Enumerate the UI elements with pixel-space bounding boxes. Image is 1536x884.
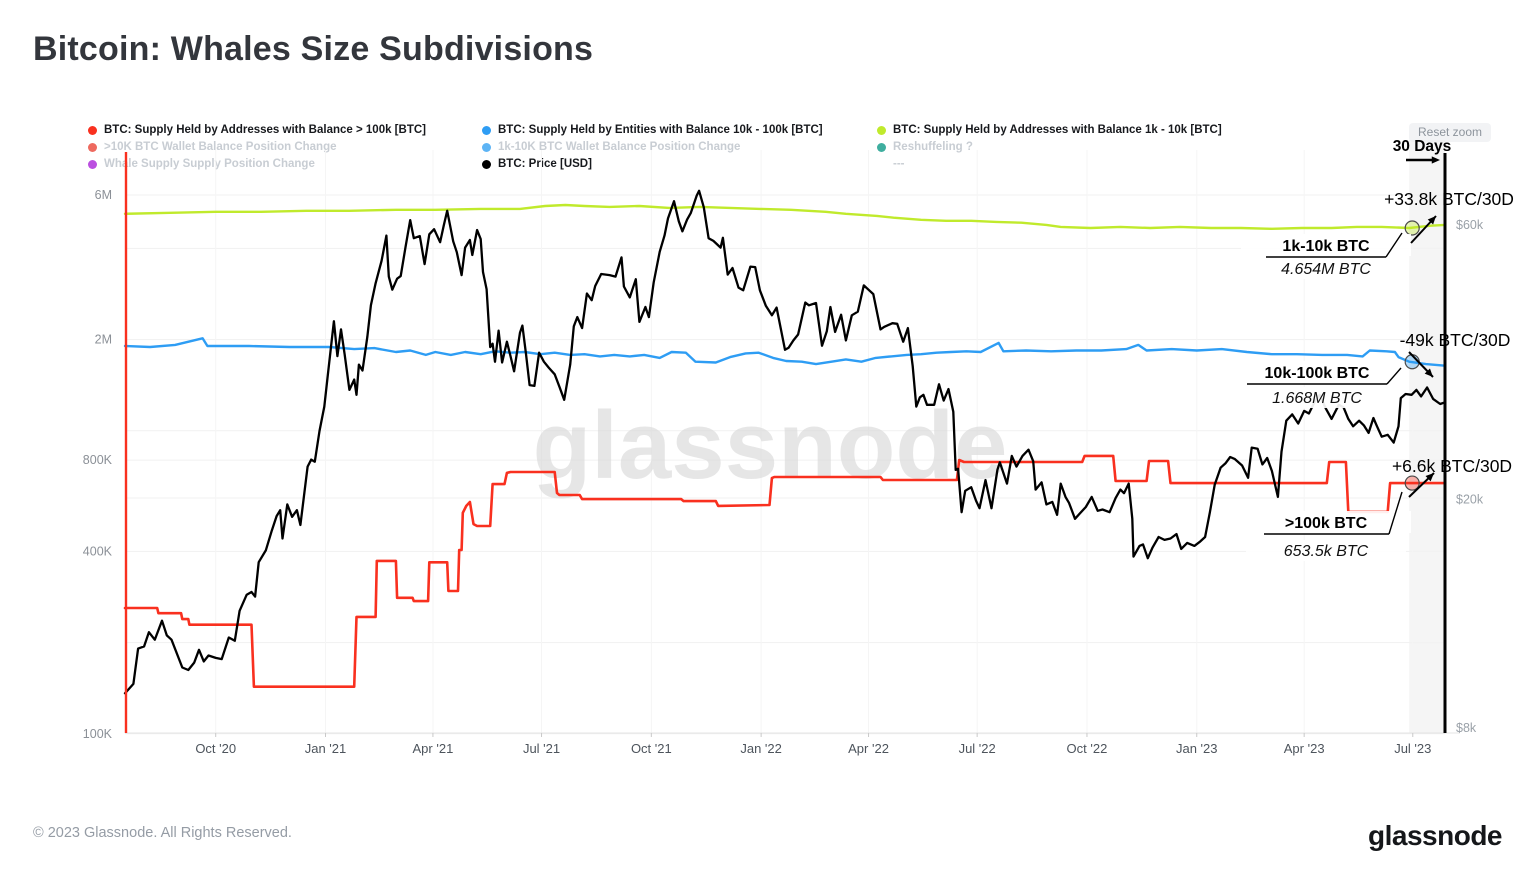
glassnode-logo: glassnode	[1368, 820, 1502, 851]
x-axis-tick: Oct '21	[631, 741, 672, 756]
series-supply_1k_10k	[123, 203, 1447, 230]
legend-column-2: BTC: Supply Held by Entities with Balanc…	[482, 122, 872, 173]
legend-label: ---	[893, 158, 905, 170]
x-axis-tick: Jul '21	[523, 741, 560, 756]
series-supply_gt_100k	[123, 454, 1447, 688]
legend-item[interactable]: ---	[877, 156, 1267, 172]
legend-item[interactable]: 1k-10K BTC Wallet Balance Position Chang…	[482, 139, 872, 155]
legend-dot-icon	[88, 125, 97, 135]
left-axis-tick: 2M	[95, 333, 112, 347]
annotation-name: 10k-100k BTC	[1265, 365, 1370, 382]
left-axis-tick: 6M	[95, 188, 112, 202]
legend-dot-icon	[877, 142, 886, 152]
axis-labels: 6M 2M 800K 400K 100K $60k $20k $8k Oct '20 Jan '2…	[83, 188, 1484, 756]
x-axis-tick: Oct '22	[1067, 741, 1108, 756]
annotation-delta: +33.8k BTC/30D	[1384, 189, 1514, 209]
legend-item[interactable]: >10K BTC Wallet Balance Position Change	[88, 139, 478, 155]
x-axis-tick: Jan '22	[740, 741, 782, 756]
legend-dot-icon	[877, 125, 886, 135]
footer-copyright: © 2023 Glassnode. All Rights Reserved.	[33, 825, 292, 841]
legend-dot-icon	[482, 142, 491, 152]
legend-item[interactable]: BTC: Supply Held by Addresses with Balan…	[877, 122, 1267, 138]
right-axis-tick: $60k	[1456, 218, 1484, 232]
legend-item[interactable]: Reshuffeling ?	[877, 139, 1267, 155]
annotation-value: 653.5k BTC	[1284, 543, 1369, 560]
legend-dot-icon	[88, 142, 97, 152]
right-axis-tick: $20k	[1456, 492, 1484, 506]
page-title: Bitcoin: Whales Size Subdivisions	[33, 30, 594, 68]
annotation-supply_10k_100k: -49k BTC/30D 10k-100k BTC 1.668M BTC	[1232, 330, 1510, 408]
window-label-group: 30 Days	[1393, 138, 1452, 164]
annotation-delta: -49k BTC/30D	[1400, 330, 1511, 350]
x-axis-tick: Jan '23	[1176, 741, 1218, 756]
annotation-name: >100k BTC	[1285, 515, 1368, 532]
annotation-value: 4.654M BTC	[1281, 261, 1371, 278]
left-axis-tick: 400K	[83, 544, 113, 558]
legend-item[interactable]: Whale Supply Supply Position Change	[88, 156, 478, 172]
annotation-supply_1k_10k: +33.8k BTC/30D 1k-10k BTC 4.654M BTC	[1241, 189, 1514, 279]
window-label: 30 Days	[1393, 138, 1452, 155]
reset-zoom-button[interactable]: Reset zoom	[1409, 123, 1491, 142]
series-supply_10k_100k	[123, 337, 1447, 367]
legend-label: Reshuffeling ?	[893, 141, 973, 153]
x-axis-tick: Oct '20	[195, 741, 236, 756]
legend-label: BTC: Supply Held by Addresses with Balan…	[893, 124, 1222, 136]
legend-item[interactable]: BTC: Supply Held by Entities with Balanc…	[482, 122, 872, 138]
legend-column-3: BTC: Supply Held by Addresses with Balan…	[877, 122, 1267, 173]
legend-label: 1k-10K BTC Wallet Balance Position Chang…	[498, 141, 741, 153]
annotation-value: 1.668M BTC	[1272, 390, 1362, 407]
chart-canvas[interactable]: glassnode 6M 2M 800K 400K 100K $60k $20k $8k Oct …	[0, 0, 1536, 800]
series-price	[123, 189, 1447, 695]
left-axis-tick: 100K	[83, 727, 113, 741]
legend-label: BTC: Price [USD]	[498, 158, 592, 170]
legend-label: BTC: Supply Held by Entities with Balanc…	[498, 124, 823, 136]
legend-label: BTC: Supply Held by Addresses with Balan…	[104, 124, 426, 136]
legend-dot-icon	[88, 159, 97, 169]
chart-legend: BTC: Supply Held by Addresses with Balan…	[88, 122, 1388, 176]
x-axis-tick: Apr '21	[413, 741, 454, 756]
x-axis-tick: Jul '23	[1394, 741, 1431, 756]
x-axis-tick: Jul '22	[959, 741, 996, 756]
marker-supply_1k_10k	[1404, 220, 1420, 236]
x-axis-tick: Apr '23	[1284, 741, 1325, 756]
left-axis-tick: 800K	[83, 453, 113, 467]
glassnode-watermark: glassnode	[533, 392, 1008, 499]
legend-dot-icon	[482, 159, 491, 169]
legend-item[interactable]: BTC: Price [USD]	[482, 156, 872, 172]
annotation-delta: +6.6k BTC/30D	[1392, 456, 1512, 476]
x-axis-tick: Jan '21	[305, 741, 347, 756]
x-axis-tick: Apr '22	[848, 741, 889, 756]
annotation-name: 1k-10k BTC	[1282, 238, 1370, 255]
annotation-supply_gt_100k: +6.6k BTC/30D >100k BTC 653.5k BTC	[1241, 456, 1512, 561]
legend-item[interactable]: BTC: Supply Held by Addresses with Balan…	[88, 122, 478, 138]
legend-column-1: BTC: Supply Held by Addresses with Balan…	[88, 122, 478, 173]
right-axis-tick: $8k	[1456, 721, 1477, 735]
legend-label: Whale Supply Supply Position Change	[104, 158, 315, 170]
marker-supply_gt_100k	[1404, 475, 1420, 491]
legend-dot-icon	[482, 125, 491, 135]
legend-label: >10K BTC Wallet Balance Position Change	[104, 141, 337, 153]
